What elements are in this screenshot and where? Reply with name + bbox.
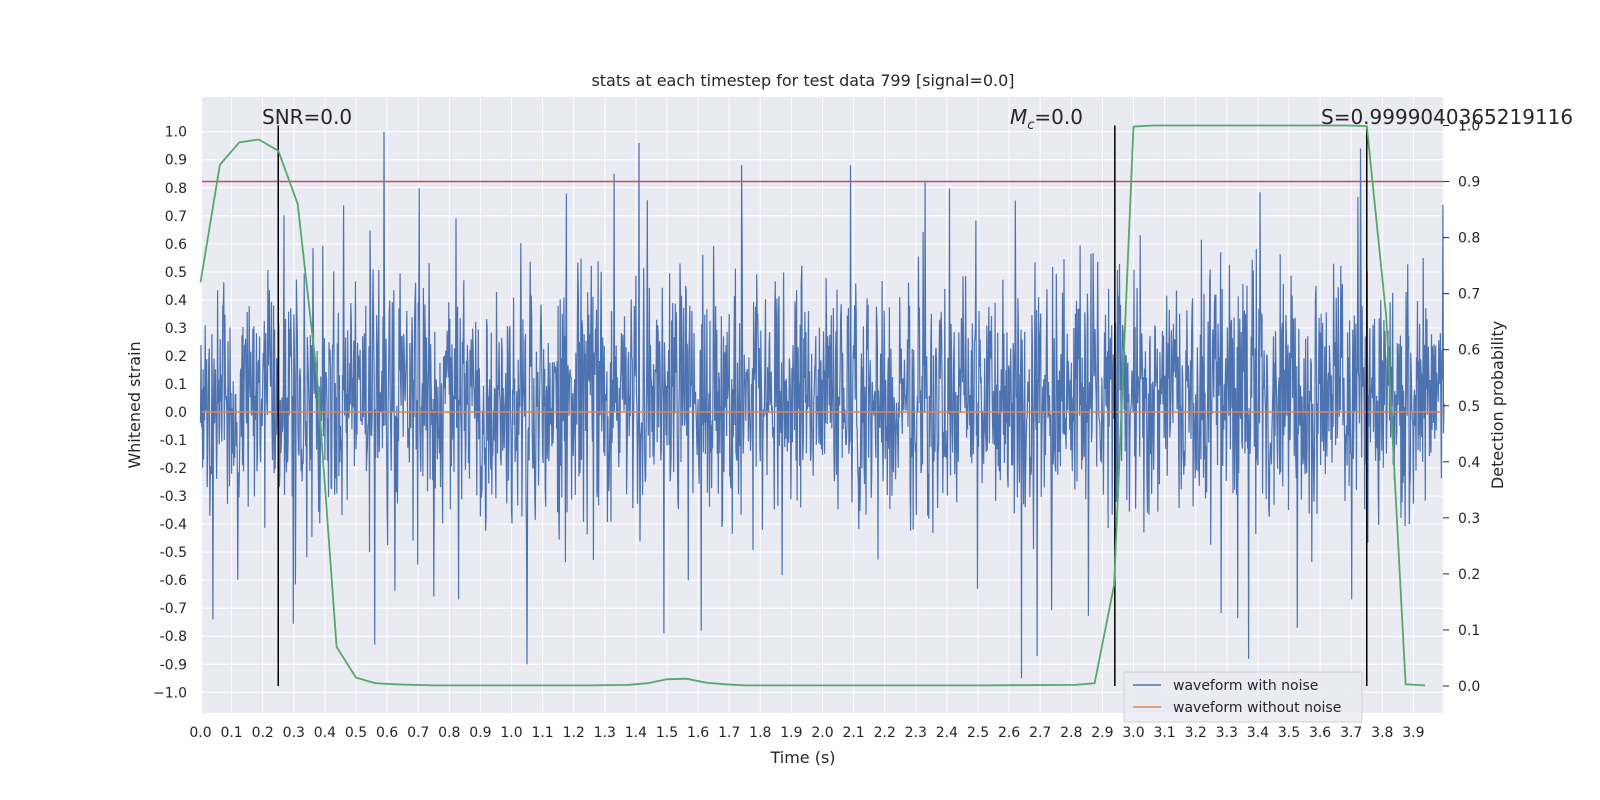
y2-axis-ticks: 1.0 0.9 0.8 0.7 0.6 0.5 0.4 0.3 0.2 0.1 0.0 (1443, 119, 1480, 695)
y-tick-label: 1.0 (165, 125, 187, 141)
y2-tick-label: 0.4 (1458, 455, 1480, 471)
x-tick-label: 2.1 (842, 725, 864, 741)
noise-waveform-line (199, 131, 1445, 679)
y-axis-label: Whitened strain (125, 341, 144, 468)
chirp-mass-annotation: Mc=0.0 (1010, 105, 1083, 133)
mc-value: =0.0 (1034, 105, 1083, 129)
x-tick-label: 0.3 (283, 725, 305, 741)
x-tick-label: 0.9 (469, 725, 491, 741)
y-tick-label: -0.1 (160, 433, 187, 449)
x-tick-label: 0.1 (220, 725, 242, 741)
x-tick-label: 2.6 (998, 725, 1020, 741)
x-tick-label: 3.4 (1247, 725, 1269, 741)
y2-tick-label: 0.6 (1458, 343, 1480, 359)
y2-tick-label: 0.1 (1458, 623, 1480, 639)
x-tick-label: 2.4 (936, 725, 958, 741)
x-tick-label: 0.5 (345, 725, 367, 741)
y-tick-label: -0.4 (160, 517, 187, 533)
y-tick-label: 0.7 (165, 209, 187, 225)
x-tick-label: 1.8 (749, 725, 771, 741)
y2-axis-label: Detection probability (1488, 321, 1507, 489)
detection-probability-line (199, 124, 1426, 687)
y-tick-label: -0.5 (160, 545, 187, 561)
y-tick-label: -0.3 (160, 489, 187, 505)
y-tick-label: 0.8 (165, 181, 187, 197)
y-tick-label: 0.5 (165, 265, 187, 281)
y-tick-label: -0.6 (160, 573, 187, 589)
y-tick-label: 0.6 (165, 237, 187, 253)
x-tick-label: 3.0 (1122, 725, 1144, 741)
legend-box (1123, 671, 1363, 723)
score-annotation: S=0.9999040365219116 (1321, 105, 1573, 129)
series-waveform-with-noise (199, 131, 1445, 679)
x-tick-label: 3.3 (1216, 725, 1238, 741)
x-tick-label: 2.3 (905, 725, 927, 741)
x-axis-ticks: 0.0 0.1 0.2 0.3 0.4 0.5 0.6 0.7 0.8 0.9 1.0 1.1 1.2 1… (189, 725, 1424, 741)
x-tick-label: 1.4 (625, 725, 647, 741)
y-tick-label: 0.1 (165, 377, 187, 393)
x-tick-label: 0.7 (407, 725, 429, 741)
x-tick-label: 1.9 (780, 725, 802, 741)
x-tick-label: 0.2 (252, 725, 274, 741)
y-tick-label: 0.2 (165, 349, 187, 365)
y-tick-label: 0.4 (165, 293, 187, 309)
chart-title: stats at each timestep for test data 799… (591, 71, 1014, 90)
x-tick-label: 2.7 (1029, 725, 1051, 741)
y-tick-label: −1.0 (153, 685, 187, 701)
y2-tick-label: 0.5 (1458, 399, 1480, 415)
x-tick-label: 2.8 (1060, 725, 1082, 741)
x-tick-label: 1.0 (500, 725, 522, 741)
legend-label-clean: waveform without noise (1173, 700, 1341, 716)
x-tick-label: 0.0 (189, 725, 211, 741)
x-tick-label: 1.1 (531, 725, 553, 741)
x-axis-label: Time (s) (769, 748, 835, 767)
x-tick-label: 3.1 (1153, 725, 1175, 741)
x-tick-label: 1.5 (656, 725, 678, 741)
y-tick-label: 0.9 (165, 153, 187, 169)
x-tick-label: 1.2 (563, 725, 585, 741)
vertical-markers (277, 125, 1368, 686)
x-tick-label: 3.8 (1371, 725, 1393, 741)
y2-tick-label: 0.3 (1458, 511, 1480, 527)
mc-symbol: M (1010, 105, 1027, 129)
x-tick-label: 0.6 (376, 725, 398, 741)
snr-annotation: SNR=0.0 (262, 105, 352, 129)
series-detection-probability (199, 124, 1426, 687)
y-tick-label: -0.9 (160, 657, 187, 673)
x-tick-label: 3.7 (1340, 725, 1362, 741)
x-tick-label: 3.5 (1278, 725, 1300, 741)
y2-tick-label: 0.2 (1458, 567, 1480, 583)
x-tick-label: 2.0 (811, 725, 833, 741)
y-tick-label: -0.8 (160, 629, 187, 645)
legend: waveform with noise waveform without noi… (1123, 671, 1363, 723)
x-tick-label: 1.7 (718, 725, 740, 741)
x-tick-label: 3.2 (1185, 725, 1207, 741)
y2-tick-label: 1.0 (1458, 119, 1480, 135)
x-tick-label: 0.8 (438, 725, 460, 741)
x-tick-label: 2.2 (874, 725, 896, 741)
x-tick-label: 3.6 (1309, 725, 1331, 741)
y-tick-label: -0.7 (160, 601, 187, 617)
y2-tick-label: 0.9 (1458, 175, 1480, 191)
y-tick-label: -0.2 (160, 461, 187, 477)
y-tick-label: 0.0 (165, 405, 187, 421)
y2-tick-label: 0.0 (1458, 679, 1480, 695)
x-tick-label: 0.4 (314, 725, 336, 741)
mc-subscript: c (1027, 118, 1034, 133)
y-axis-ticks: 1.0 0.9 0.8 0.7 0.6 0.5 0.4 0.3 0.2 0.1 0.0 -0.1 -0.… (153, 125, 187, 702)
x-tick-label: 2.5 (967, 725, 989, 741)
legend-label-noise: waveform with noise (1173, 678, 1318, 694)
y2-tick-label: 0.7 (1458, 287, 1480, 303)
x-tick-label: 1.3 (594, 725, 616, 741)
y2-tick-label: 0.8 (1458, 231, 1480, 247)
y-tick-label: 0.3 (165, 321, 187, 337)
x-tick-label: 3.9 (1402, 725, 1424, 741)
x-tick-label: 1.6 (687, 725, 709, 741)
x-tick-label: 2.9 (1091, 725, 1113, 741)
